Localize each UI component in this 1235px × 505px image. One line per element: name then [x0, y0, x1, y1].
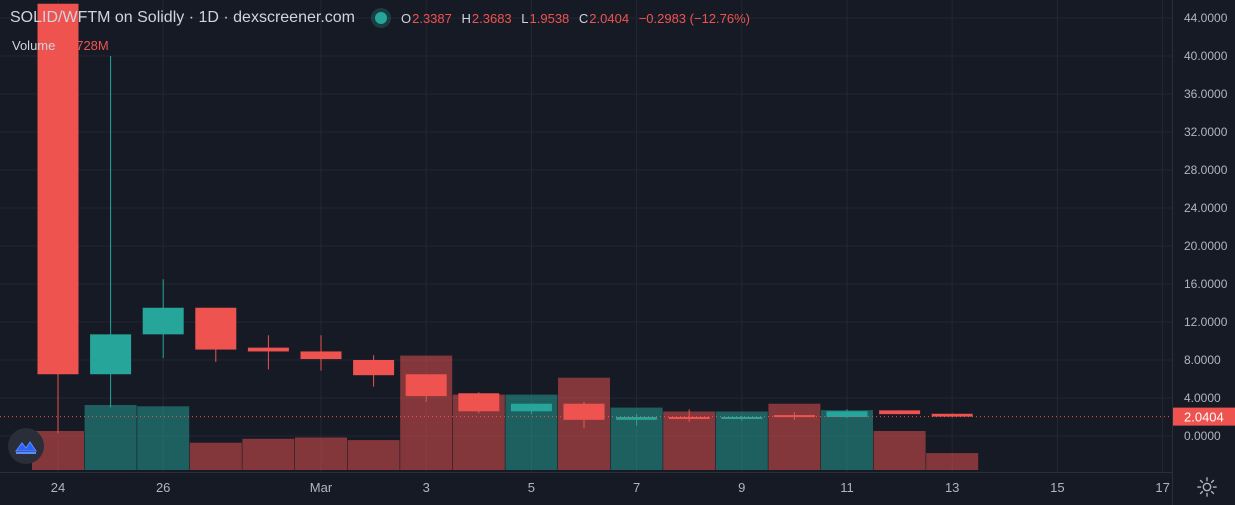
candle	[405, 374, 447, 402]
candle	[721, 416, 763, 421]
candle-body	[405, 374, 447, 397]
y-tick-label: 32.0000	[1184, 125, 1228, 139]
candle	[300, 335, 342, 371]
y-tick-label: 36.0000	[1184, 87, 1228, 101]
dexscreener-logo-icon[interactable]	[8, 428, 44, 464]
volume-bar	[189, 442, 242, 470]
open-label: O	[400, 10, 412, 26]
market-status-dot	[374, 12, 387, 24]
symbol-title: SOLID/WFTM on Solidly · 1D · dexscreener…	[10, 9, 355, 26]
volume-bar	[295, 437, 347, 470]
volume-bar	[926, 453, 979, 470]
volume-bar	[821, 410, 873, 470]
candle-body	[616, 417, 658, 420]
volume-bar	[400, 355, 453, 470]
candle	[458, 392, 500, 414]
x-tick-label: 15	[1050, 480, 1064, 495]
candle	[563, 401, 605, 429]
y-tick-label: 20.0000	[1184, 239, 1228, 253]
low-value: 1.9538	[529, 10, 570, 26]
chart-legend: SOLID/WFTM on Solidly · 1D · dexscreener…	[10, 9, 756, 27]
volume-bar	[873, 431, 926, 470]
y-tick-label: 28.0000	[1184, 163, 1228, 177]
high-label: H	[461, 10, 471, 26]
x-tick-label: 26	[156, 480, 170, 495]
change-value: −0.2983 (−12.76%)	[638, 10, 750, 26]
candle-body	[195, 307, 237, 350]
candle	[510, 403, 552, 415]
y-tick-label: 24.0000	[1184, 201, 1228, 215]
y-tick-label: 16.0000	[1184, 277, 1228, 291]
gear-icon[interactable]	[1196, 476, 1218, 498]
ohlc-values: O2.3387 H2.3683 L1.9538 C2.0404 −0.2983 …	[401, 11, 756, 26]
candle-body	[931, 413, 973, 417]
candle-body	[668, 417, 710, 419]
candle-body	[37, 3, 79, 375]
candle-body	[721, 417, 763, 419]
low-label: L	[521, 10, 529, 26]
x-tick-label: 9	[738, 480, 745, 495]
volume-legend: Volume 1.728M	[12, 38, 109, 53]
x-tick-label: 7	[633, 480, 640, 495]
volume-bar	[242, 438, 295, 470]
candle-body	[90, 334, 132, 375]
volume-label: Volume	[12, 38, 56, 53]
y-tick-label: 40.0000	[1184, 49, 1228, 63]
candle	[142, 279, 184, 359]
close-label: C	[578, 10, 589, 26]
x-tick-label: 5	[528, 480, 535, 495]
candle	[247, 335, 289, 370]
candle	[37, 3, 79, 434]
x-tick-label: 11	[840, 480, 854, 495]
candle-body	[826, 411, 868, 417]
volume-bar	[84, 405, 137, 470]
candle-body	[142, 307, 184, 335]
open-value: 2.3387	[412, 10, 452, 26]
x-tick-label: 17	[1155, 480, 1169, 495]
volume-value: 1.728M	[65, 38, 109, 53]
candle	[90, 56, 132, 408]
last-price-label: 2.0404	[1184, 410, 1224, 425]
candle-body	[300, 351, 342, 360]
x-tick-label: 13	[945, 480, 959, 495]
candle-body	[353, 360, 395, 376]
volume-bar	[715, 411, 768, 470]
volume-bar	[347, 440, 400, 470]
y-tick-label: 0.0000	[1184, 429, 1221, 443]
candle-body	[879, 410, 921, 415]
candle-body	[563, 403, 605, 420]
y-tick-label: 44.0000	[1184, 11, 1228, 25]
y-tick-label: 4.0000	[1184, 391, 1221, 405]
candle	[826, 409, 868, 418]
candle-body	[458, 393, 500, 412]
last-price-tag	[1173, 407, 1235, 426]
candle	[616, 414, 658, 426]
x-tick-label: 24	[51, 480, 65, 495]
candle-body	[773, 415, 815, 418]
x-tick-label: 3	[423, 480, 430, 495]
x-tick-label: Mar	[310, 480, 333, 495]
candle	[879, 410, 921, 415]
candle-body	[247, 347, 289, 352]
candle	[195, 307, 237, 362]
close-value: 2.0404	[589, 10, 630, 26]
candle-body	[510, 403, 552, 412]
candle	[353, 355, 395, 387]
candle	[668, 409, 710, 422]
high-value: 2.3683	[471, 10, 512, 26]
y-tick-label: 8.0000	[1184, 353, 1221, 367]
y-tick-label: 12.0000	[1184, 315, 1228, 329]
volume-bar	[137, 406, 190, 470]
candle	[773, 412, 815, 420]
